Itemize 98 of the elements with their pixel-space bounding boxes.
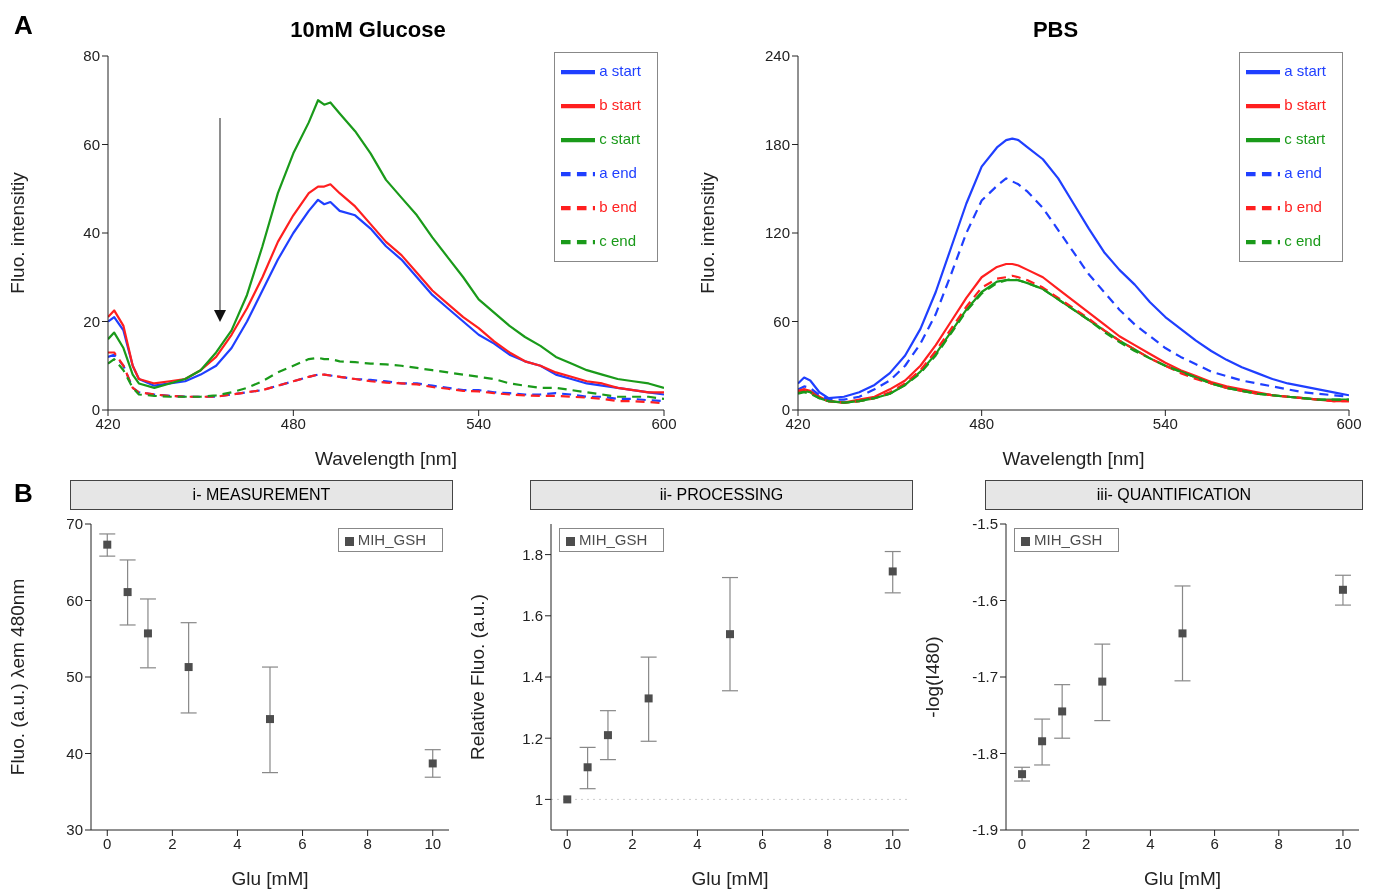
y-tick-label: -1.5	[972, 515, 998, 533]
legend-label: MIH_GSH	[579, 531, 648, 548]
x-tick-label: 0	[103, 834, 112, 852]
x-tick-label: 480	[280, 414, 306, 432]
y-tick-label: 120	[764, 224, 790, 242]
x-tick-label: 10	[1334, 834, 1352, 852]
y-tick-label: 30	[66, 821, 83, 839]
point	[1018, 770, 1027, 779]
y-tick-label: 20	[83, 312, 100, 330]
x-tick-label: 6	[1210, 834, 1219, 852]
legend-label: MIH_GSH	[357, 531, 426, 548]
point	[888, 567, 897, 576]
y-tick-label: 60	[66, 591, 83, 609]
x-tick-label: 2	[628, 834, 637, 852]
y-tick-label: 1.6	[522, 607, 543, 625]
y-tick-label: 70	[66, 515, 83, 533]
x-tick-label: 10	[424, 834, 442, 852]
x-tick-label: 600	[651, 414, 677, 432]
line-series	[108, 99, 664, 389]
y-axis-title: Fluo. intensitiy	[696, 171, 718, 294]
x-tick-label: 480	[969, 414, 995, 432]
legend-label: a start	[599, 61, 641, 79]
point	[1038, 737, 1047, 746]
legend-label: MIH_GSH	[1034, 531, 1103, 548]
y-tick-label: 180	[764, 135, 790, 153]
point	[1178, 629, 1187, 638]
x-tick-label: 8	[823, 834, 832, 852]
y-tick-label: -1.6	[972, 591, 998, 609]
legend-label: a end	[599, 163, 637, 181]
legend-label: b end	[599, 197, 637, 215]
y-axis-title: Fluo. (a.u.) λem 480nm	[6, 578, 28, 776]
x-axis-title: Wavelength [nm]	[315, 448, 457, 469]
legend-label: a end	[1284, 163, 1322, 181]
point	[583, 763, 592, 772]
y-tick-label: -1.8	[972, 744, 998, 762]
y-tick-label: 50	[66, 668, 83, 686]
x-tick-label: 600	[1336, 414, 1362, 432]
y-axis-title: Relative Fluo. (a.u.)	[466, 594, 488, 760]
x-tick-label: 4	[693, 834, 702, 852]
chart-title: 10mM Glucose	[290, 17, 446, 42]
x-tick-label: 2	[1082, 834, 1091, 852]
x-tick-label: 10	[884, 834, 902, 852]
legend-label: c end	[1284, 231, 1322, 249]
y-tick-label: 1.8	[522, 545, 543, 563]
legend-label: a start	[1284, 61, 1326, 79]
x-tick-label: 6	[298, 834, 307, 852]
y-tick-label: 1	[534, 790, 543, 808]
x-tick-label: 8	[363, 834, 372, 852]
y-tick-label: -1.7	[972, 668, 998, 686]
x-tick-label: 540	[1152, 414, 1178, 432]
chart-title: iii- QUANTIFICATION	[985, 480, 1363, 510]
point	[143, 629, 152, 638]
x-axis-title: Glu [mM]	[1143, 868, 1222, 889]
chart-title: i- MEASUREMENT	[70, 480, 453, 510]
legend-label: b start	[1284, 95, 1326, 113]
y-tick-label: 1.4	[522, 668, 543, 686]
point	[1338, 585, 1347, 594]
point	[428, 759, 437, 768]
legend-label: b start	[599, 95, 641, 113]
chart-title: ii- PROCESSING	[530, 480, 913, 510]
y-axis-title: Fluo. intensitiy	[6, 171, 28, 294]
y-axis-title: -log(I480)	[921, 636, 943, 718]
x-tick-label: 540	[466, 414, 492, 432]
text: A	[14, 10, 33, 41]
point	[103, 540, 112, 549]
legend-label: b end	[1284, 197, 1322, 215]
legend-label: c end	[599, 231, 637, 249]
point	[1058, 707, 1067, 716]
legend-label: c start	[1284, 129, 1326, 147]
chart-title: PBS	[1031, 16, 1080, 44]
point	[1098, 677, 1107, 686]
y-tick-label: 60	[83, 135, 100, 153]
x-axis-title: Glu [mM]	[691, 868, 769, 889]
point	[266, 715, 274, 724]
x-axis-title: Glu [mM]	[231, 868, 309, 889]
point	[726, 630, 734, 639]
y-tick-label: 80	[83, 47, 100, 65]
y-tick-label: -1.9	[972, 821, 998, 839]
x-tick-label: 0	[1017, 834, 1027, 852]
text: B	[14, 478, 33, 509]
y-tick-label: 40	[66, 744, 83, 762]
y-tick-label: 240	[764, 47, 790, 65]
point	[123, 588, 132, 597]
y-tick-label: 60	[773, 312, 790, 330]
y-tick-label: 1.2	[522, 729, 543, 747]
y-tick-label: 40	[83, 224, 100, 242]
x-tick-label: 0	[563, 834, 572, 852]
x-tick-label: 6	[758, 834, 767, 852]
x-axis-title: Wavelength [nm]	[1002, 448, 1145, 469]
x-tick-label: 8	[1274, 834, 1283, 852]
point	[603, 731, 612, 740]
x-tick-label: 2	[168, 834, 177, 852]
point	[184, 663, 193, 672]
legend-label: c start	[599, 129, 641, 147]
point	[644, 694, 653, 703]
point	[563, 795, 572, 804]
x-tick-label: 4	[1146, 834, 1155, 852]
x-tick-label: 4	[233, 834, 242, 852]
